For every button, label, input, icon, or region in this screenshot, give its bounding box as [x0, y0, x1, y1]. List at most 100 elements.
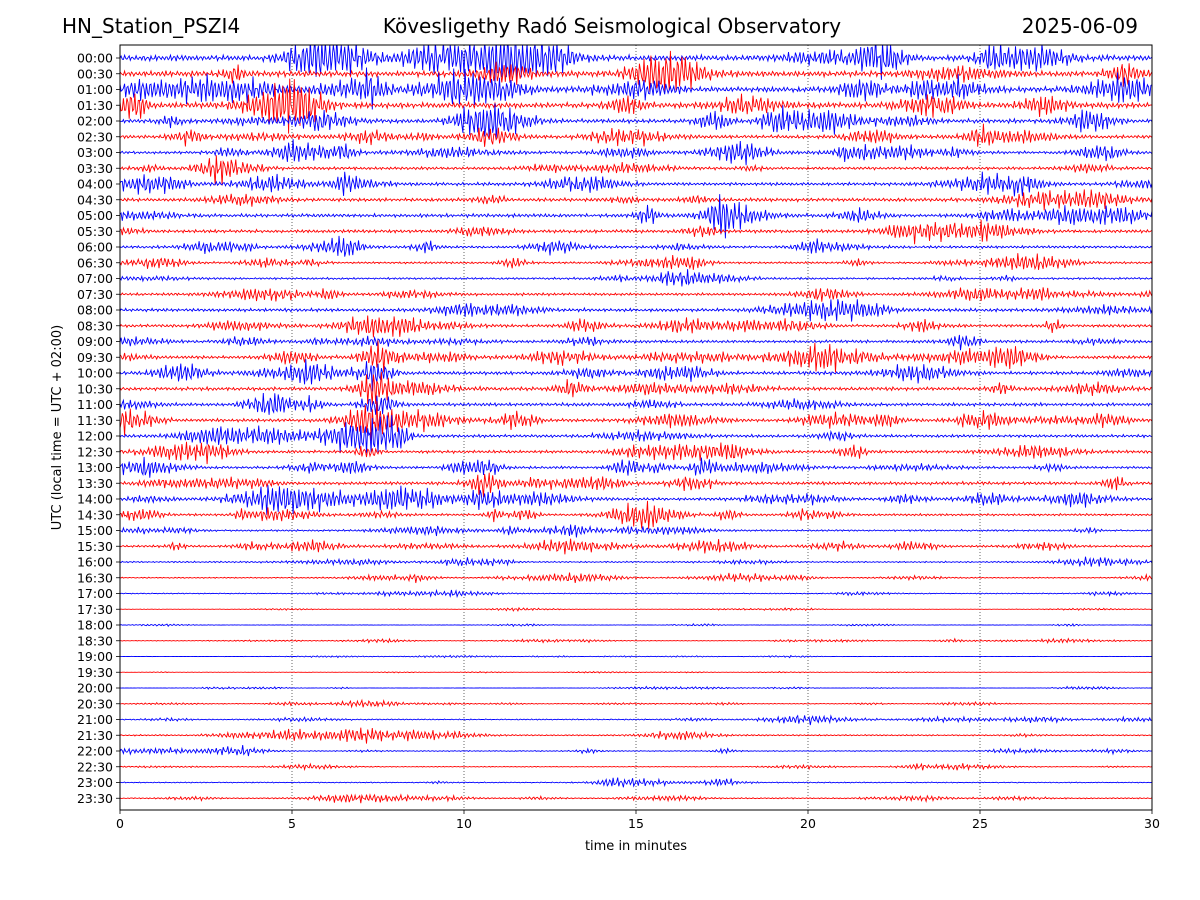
trace-18:30 — [120, 637, 1152, 645]
y-tick-label: 07:00 — [77, 271, 113, 286]
y-tick-label: 00:30 — [77, 66, 113, 81]
trace-07:30 — [120, 287, 1152, 302]
y-tick-label: 05:00 — [77, 208, 113, 223]
trace-15:00 — [120, 524, 1152, 538]
trace-12:00 — [120, 415, 1152, 454]
trace-13:00 — [120, 456, 1152, 478]
y-tick-label: 01:00 — [77, 82, 113, 97]
y-tick-label: 11:30 — [77, 413, 113, 428]
trace-10:00 — [120, 359, 1152, 392]
trace-14:30 — [120, 500, 1152, 529]
trace-11:00 — [120, 392, 1152, 415]
trace-15:30 — [120, 538, 1152, 555]
y-tick-label: 09:00 — [77, 334, 113, 349]
trace-17:30 — [120, 606, 1152, 612]
trace-00:00 — [120, 45, 1152, 83]
trace-01:00 — [120, 67, 1152, 110]
trace-08:30 — [120, 315, 1152, 338]
trace-20:30 — [120, 698, 1152, 709]
y-tick-label: 21:30 — [77, 728, 113, 743]
y-tick-label: 10:30 — [77, 381, 113, 396]
y-tick-label: 18:00 — [77, 618, 113, 633]
y-tick-label: 12:00 — [77, 429, 113, 444]
trace-16:00 — [120, 556, 1152, 567]
y-tick-label: 21:00 — [77, 712, 113, 727]
y-tick-label: 14:00 — [77, 492, 113, 507]
trace-09:30 — [120, 340, 1152, 373]
trace-04:30 — [120, 189, 1152, 211]
y-tick-label: 12:30 — [77, 444, 113, 459]
x-tick-label: 15 — [628, 816, 644, 831]
trace-06:30 — [120, 253, 1152, 271]
y-tick-label: 22:30 — [77, 759, 113, 774]
y-tick-label: 10:00 — [77, 366, 113, 381]
x-tick-label: 5 — [288, 816, 296, 831]
y-tick-label: 15:00 — [77, 523, 113, 538]
trace-05:00 — [120, 194, 1152, 239]
y-axis-label: UTC (local time = UTC + 02:00) — [50, 325, 65, 530]
y-tick-label: 06:30 — [77, 255, 113, 270]
y-tick-label: 01:30 — [77, 98, 113, 113]
trace-16:30 — [120, 572, 1152, 584]
y-tick-label: 13:30 — [77, 476, 113, 491]
trace-12:30 — [120, 441, 1152, 465]
trace-21:30 — [120, 727, 1152, 744]
trace-11:30 — [120, 401, 1152, 441]
trace-04:00 — [120, 171, 1152, 197]
trace-17:00 — [120, 588, 1152, 599]
y-tick-label: 17:30 — [77, 602, 113, 617]
trace-08:00 — [120, 299, 1152, 322]
trace-09:00 — [120, 334, 1152, 351]
trace-group — [120, 45, 1152, 804]
trace-05:30 — [120, 219, 1152, 245]
station-name: HN_Station_PSZI4 — [62, 14, 241, 38]
y-tick-label: 19:00 — [77, 649, 113, 664]
x-tick-label: 20 — [800, 816, 816, 831]
trace-23:30 — [120, 793, 1152, 804]
trace-22:00 — [120, 745, 1152, 757]
record-date: 2025-06-09 — [1021, 14, 1138, 38]
trace-23:00 — [120, 777, 1152, 788]
y-tick-label: 20:30 — [77, 696, 113, 711]
trace-00:30 — [120, 50, 1152, 93]
x-tick-label: 10 — [456, 816, 472, 831]
y-tick-label: 23:00 — [77, 775, 113, 790]
trace-20:00 — [120, 685, 1152, 691]
x-axis-label: time in minutes — [585, 839, 687, 854]
trace-19:00 — [120, 654, 1152, 659]
x-tick-label: 25 — [972, 816, 988, 831]
y-tick-label: 06:00 — [77, 240, 113, 255]
y-tick-label: 03:00 — [77, 145, 113, 160]
trace-18:00 — [120, 622, 1152, 628]
trace-07:00 — [120, 269, 1152, 287]
trace-13:30 — [120, 472, 1152, 498]
y-tick-label: 02:00 — [77, 114, 113, 129]
y-tick-label: 04:00 — [77, 177, 113, 192]
y-tick-label: 20:00 — [77, 681, 113, 696]
y-tick-label: 00:00 — [77, 51, 113, 66]
y-tick-label: 07:30 — [77, 287, 113, 302]
y-tick-label: 16:00 — [77, 555, 113, 570]
y-tick-label: 23:30 — [77, 791, 113, 806]
y-tick-label: 18:30 — [77, 633, 113, 648]
trace-03:00 — [120, 139, 1152, 166]
trace-22:30 — [120, 762, 1152, 772]
trace-02:00 — [120, 103, 1152, 140]
y-tick-label: 11:00 — [77, 397, 113, 412]
y-tick-label: 02:30 — [77, 129, 113, 144]
trace-02:30 — [120, 123, 1152, 147]
observatory-title: Kövesligethy Radó Seismological Observat… — [382, 14, 842, 38]
y-tick-label: 04:30 — [77, 192, 113, 207]
trace-14:00 — [120, 485, 1152, 515]
y-tick-label: 15:30 — [77, 539, 113, 554]
y-tick-label: 09:30 — [77, 350, 113, 365]
y-tick-label: 03:30 — [77, 161, 113, 176]
y-tick-label: 14:30 — [77, 507, 113, 522]
x-tick-label: 30 — [1144, 816, 1160, 831]
trace-01:30 — [120, 78, 1152, 134]
y-tick-label: 22:00 — [77, 744, 113, 759]
trace-19:30 — [120, 670, 1152, 674]
y-tick-label: 13:00 — [77, 460, 113, 475]
